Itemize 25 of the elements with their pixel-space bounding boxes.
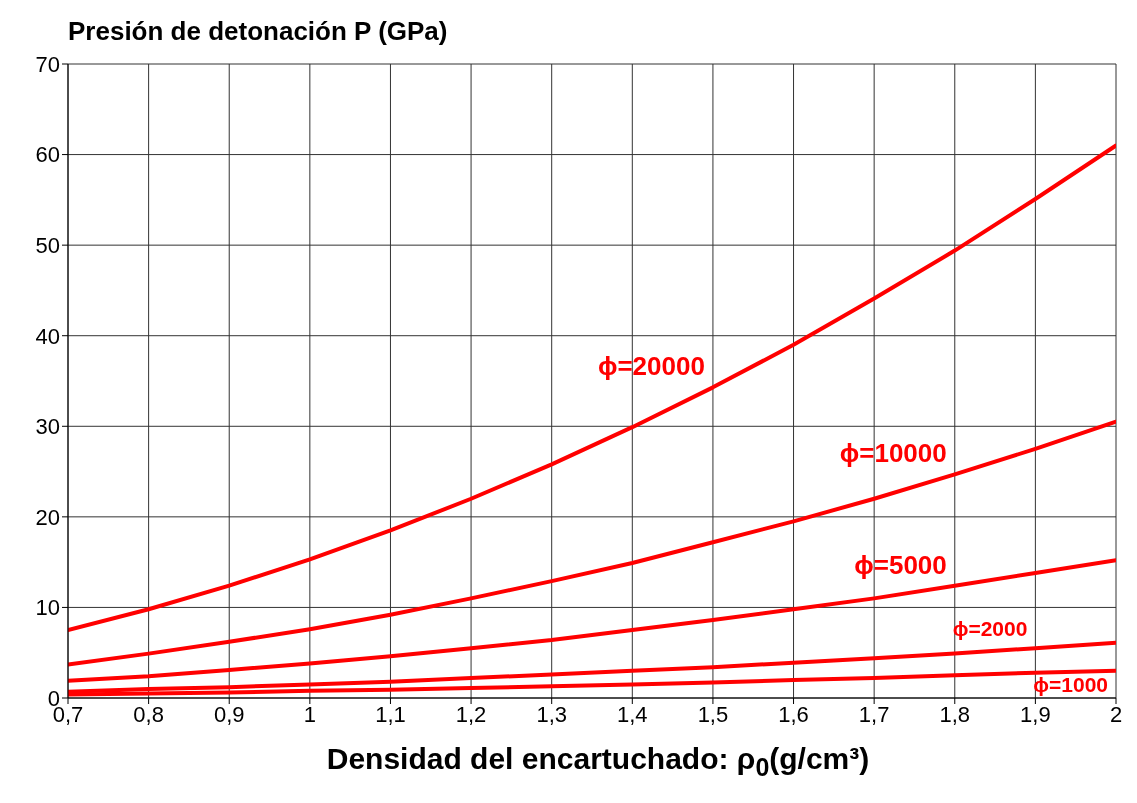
- y-tick-label: 20: [35, 504, 60, 530]
- x-axis-title: Densidad del encartuchado: ρ$_{0}$(g/cm³): [325, 742, 871, 782]
- y-tick-label: 60: [35, 142, 60, 168]
- x-tick-label: 1,8: [939, 701, 971, 727]
- x-tick-label: 0,9: [213, 701, 245, 727]
- y-tick-label: 50: [35, 232, 60, 258]
- x-tick-label: 1: [303, 701, 316, 727]
- x-tick-label: 0,8: [133, 701, 164, 727]
- y-tick-label: 40: [35, 323, 60, 349]
- x-tick-label: 1,7: [858, 701, 890, 727]
- x-tick-label: 1,1: [375, 701, 406, 727]
- x-tick-label: 1,6: [778, 701, 809, 727]
- x-tick-label: 1,2: [455, 701, 487, 727]
- line-series: [68, 419, 1116, 667]
- x-tick-label: 1,4: [617, 701, 648, 727]
- x-tick-label: 1,5: [697, 701, 729, 727]
- x-tick-label: 1,3: [536, 701, 567, 727]
- x-tick-label: 2: [1109, 701, 1123, 727]
- y-tick-label: 30: [35, 414, 60, 440]
- x-tick-label: 1,9: [1020, 701, 1051, 727]
- y-tick-label: 10: [35, 595, 60, 621]
- chart-title: Presión de detonación P (GPa): [68, 16, 448, 47]
- y-tick-label: 70: [35, 51, 60, 77]
- series-label: ϕ=10000: [839, 438, 947, 469]
- series-label: ϕ=5000: [854, 549, 947, 580]
